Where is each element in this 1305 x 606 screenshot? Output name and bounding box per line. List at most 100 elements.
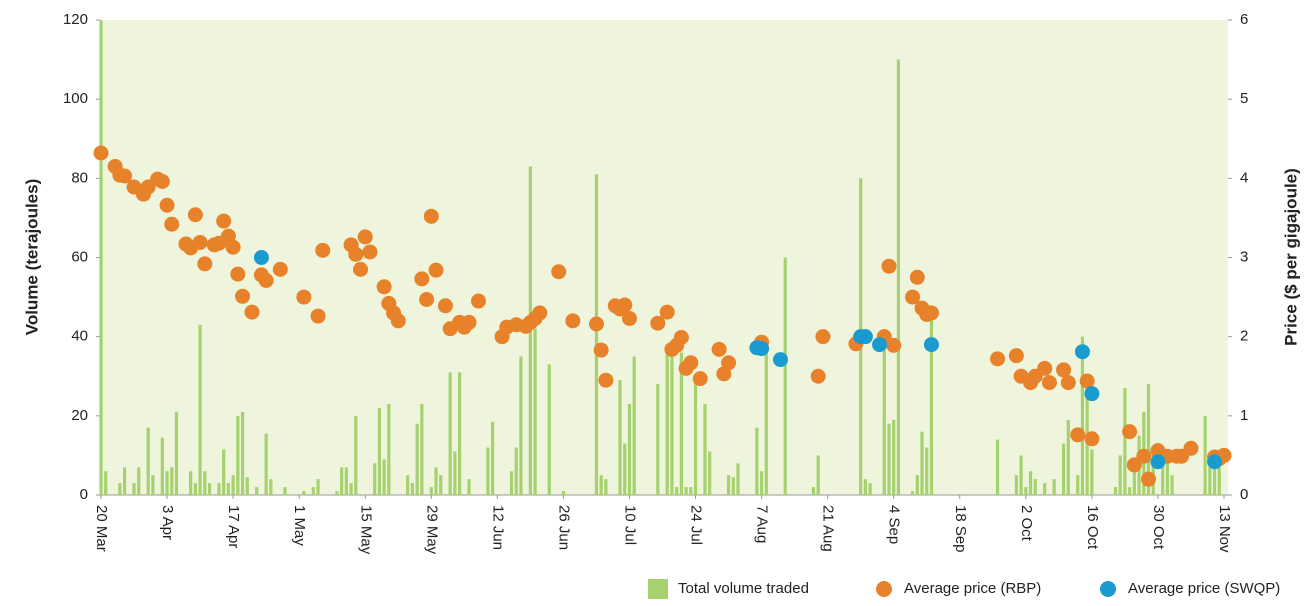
y2-axis-title: Price ($ per gigajoule) — [1281, 168, 1300, 346]
bar — [925, 447, 929, 495]
point — [905, 289, 921, 305]
point — [1126, 457, 1142, 473]
legend-label: Average price (SWQP) — [1128, 580, 1280, 597]
point — [1150, 454, 1166, 470]
point — [423, 208, 439, 224]
point — [650, 315, 666, 331]
x-tick-label: 2 Oct — [1018, 505, 1035, 542]
point — [1141, 471, 1157, 487]
bar — [1014, 475, 1018, 495]
y2-tick-label: 5 — [1240, 90, 1248, 107]
point — [1207, 454, 1223, 470]
point — [1074, 344, 1090, 360]
point — [588, 316, 604, 332]
bar — [207, 483, 212, 495]
x-tick-label: 4 Sep — [886, 505, 903, 544]
bar — [816, 455, 820, 495]
x-tick-label: 15 May — [357, 505, 374, 555]
bar — [731, 477, 735, 495]
legend-swatch — [1100, 581, 1116, 597]
point — [192, 234, 208, 250]
bar — [448, 372, 452, 495]
point — [1136, 448, 1152, 464]
bar — [547, 364, 551, 495]
bar — [1033, 479, 1037, 495]
bar — [764, 348, 768, 495]
bar — [377, 407, 381, 495]
point — [437, 298, 453, 314]
bar — [203, 471, 207, 495]
point — [225, 239, 241, 255]
point — [772, 352, 788, 368]
bar — [1019, 455, 1023, 495]
bar — [151, 475, 155, 495]
bar — [1123, 388, 1127, 495]
y-tick-label: 120 — [63, 11, 88, 28]
bar — [170, 467, 174, 495]
bar — [811, 487, 816, 495]
point — [414, 271, 430, 287]
point — [1060, 375, 1076, 391]
bar — [340, 467, 344, 495]
y2-tick-label: 3 — [1240, 248, 1248, 265]
x-tick-label: 30 Oct — [1150, 505, 1167, 550]
bar — [509, 471, 514, 495]
bar — [226, 483, 230, 495]
legend-label: Total volume traded — [678, 580, 809, 597]
legend-swatch — [648, 579, 668, 599]
bar — [1212, 467, 1217, 495]
point — [621, 310, 637, 326]
bar — [675, 487, 679, 495]
bar — [420, 403, 424, 495]
point — [857, 329, 873, 345]
bar — [302, 491, 306, 495]
bar — [689, 487, 693, 495]
x-tick-label: 26 Jun — [555, 505, 572, 550]
x-tick-label: 17 Apr — [225, 505, 242, 548]
bar — [1113, 487, 1118, 495]
y-tick-label: 20 — [71, 407, 88, 424]
bar — [868, 483, 872, 495]
bar — [222, 449, 226, 495]
y-tick-label: 40 — [71, 328, 88, 345]
point — [357, 229, 373, 245]
bar — [1090, 449, 1094, 495]
bar — [1024, 487, 1028, 495]
bar — [887, 423, 891, 495]
point — [154, 174, 170, 189]
y-axis-title: Volume (terajoules) — [22, 179, 41, 336]
bar — [160, 437, 164, 495]
bar — [882, 336, 886, 495]
point — [117, 168, 133, 184]
y2-tick-label: 6 — [1240, 11, 1248, 28]
bar — [453, 451, 457, 495]
bar — [217, 483, 221, 495]
bar — [137, 467, 141, 495]
bar — [915, 475, 919, 495]
bar — [467, 479, 471, 495]
bar — [656, 384, 660, 495]
bar — [255, 487, 259, 495]
point — [810, 368, 826, 384]
point — [711, 341, 727, 357]
bar — [354, 415, 358, 495]
bar — [335, 491, 339, 495]
point — [617, 297, 633, 313]
point — [235, 288, 251, 304]
bar — [1066, 419, 1070, 495]
plot-area — [100, 20, 1228, 495]
bar — [1080, 336, 1085, 495]
bar — [165, 471, 169, 495]
bar — [193, 483, 197, 495]
y-tick-label: 100 — [63, 90, 88, 107]
bar — [349, 483, 353, 495]
bar — [99, 20, 103, 495]
point — [673, 329, 689, 345]
point — [1070, 427, 1086, 443]
bar — [415, 423, 419, 495]
point — [244, 304, 260, 320]
bar — [561, 491, 566, 495]
bar — [104, 471, 108, 495]
bar — [533, 328, 537, 495]
